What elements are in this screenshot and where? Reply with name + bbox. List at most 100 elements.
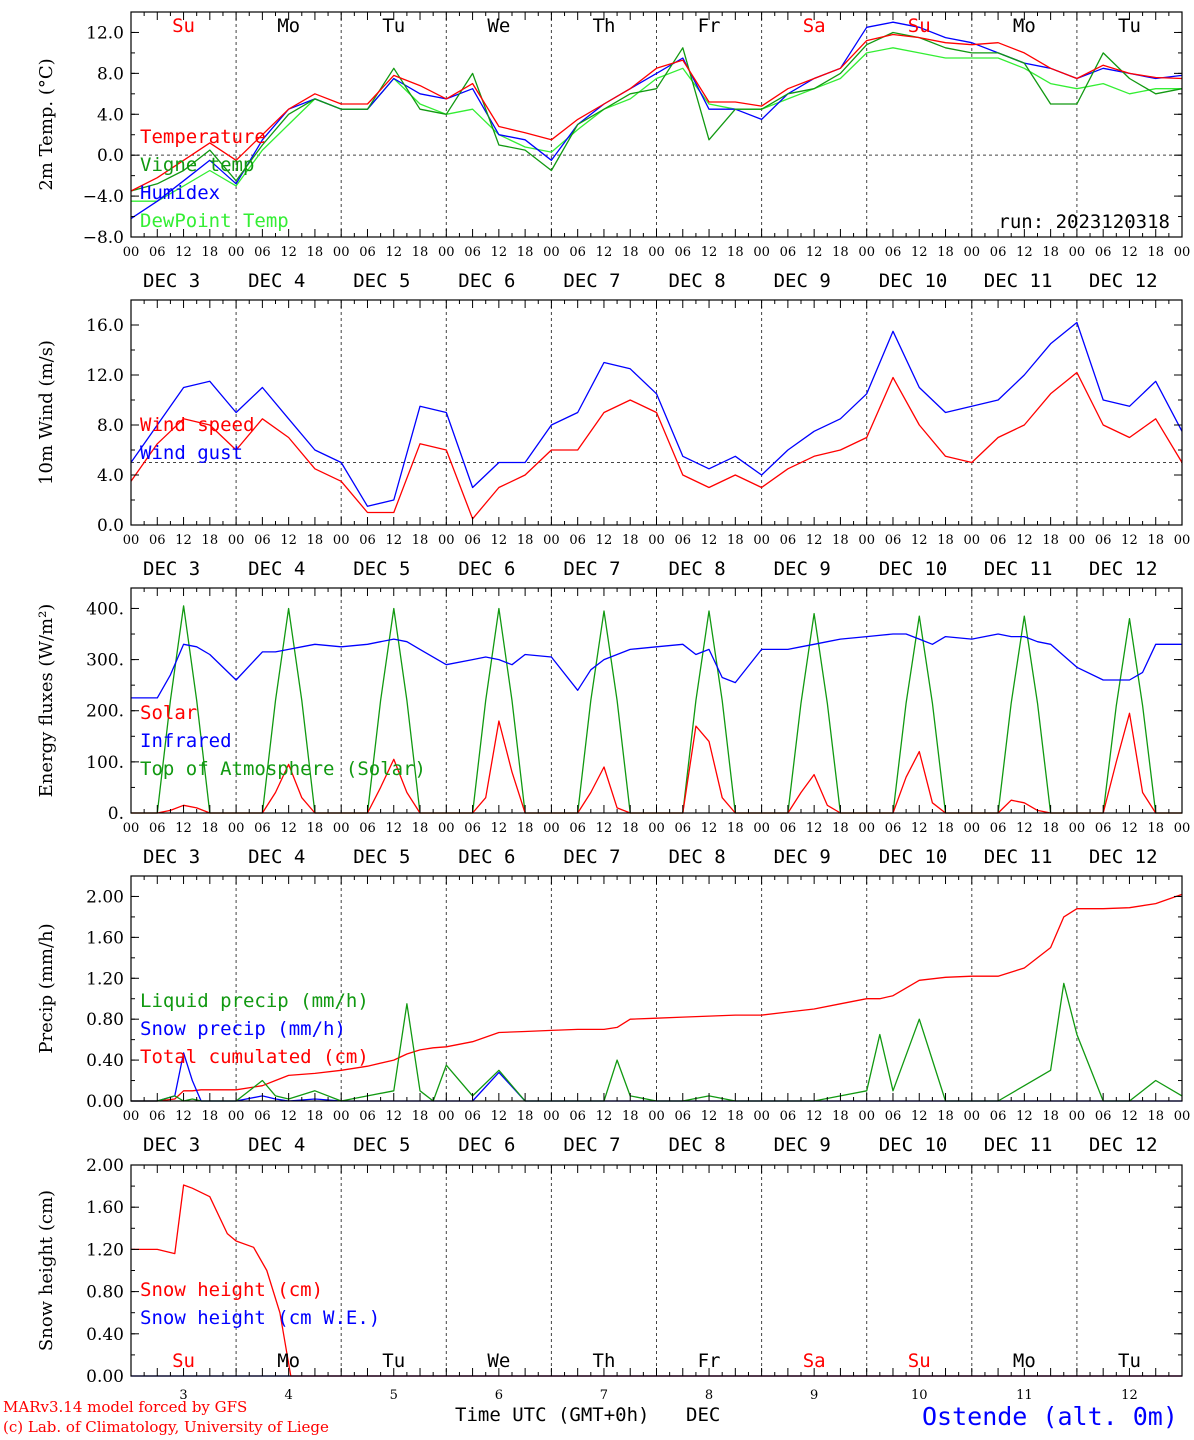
x-date-label: DEC 7 (563, 270, 620, 292)
x-hour-label: 00 (333, 245, 350, 260)
x-hour-label: 12 (596, 1109, 613, 1124)
x-hour-label: 00 (543, 821, 560, 836)
x-hour-label: 12 (280, 245, 297, 260)
x-hour-label: 06 (885, 245, 902, 260)
x-hour-label: 12 (385, 1109, 402, 1124)
x-hour-label: 06 (149, 245, 166, 260)
legend-entry-1: Temperature (140, 126, 266, 148)
x-hour-label: 18 (202, 245, 219, 260)
x-hour-label: 06 (990, 821, 1007, 836)
x-hour-label: 18 (517, 245, 534, 260)
y-tick-label: 12.0 (86, 366, 124, 386)
x-date-label: DEC 3 (143, 558, 200, 580)
weekday-label: Su (908, 1350, 931, 1372)
x-hour-label: 00 (1069, 1109, 1086, 1124)
x-hour-label: 12 (701, 821, 718, 836)
x-hour-label: 12 (175, 821, 192, 836)
x-hour-label: 06 (675, 1109, 692, 1124)
y-tick-label: 0.40 (86, 1051, 124, 1071)
x-hour-label: 00 (858, 821, 875, 836)
x-hour-label: 06 (675, 533, 692, 548)
x-date-label: DEC 5 (353, 270, 410, 292)
x-hour-label: 18 (622, 533, 639, 548)
x-date-label: DEC 3 (143, 846, 200, 868)
x-hour-label: 18 (832, 821, 849, 836)
panel-3: 0. 100. 200. 300. 400. Energy fluxes (W/m²) So… (36, 587, 1190, 868)
x-hour-label: 06 (569, 821, 586, 836)
y-tick-label: 8.0 (97, 64, 124, 84)
x-hour-label: 18 (727, 245, 744, 260)
x-hour-label: 18 (727, 821, 744, 836)
x-date-label: DEC 5 (353, 558, 410, 580)
weekday-label: Mo (277, 1350, 300, 1372)
y-tick-label: 8.0 (97, 416, 124, 436)
x-hour-label: 06 (1095, 533, 1112, 548)
weekday-label: Th (593, 15, 616, 37)
x-hour-label: 18 (307, 1109, 324, 1124)
x-date-label: DEC 11 (984, 270, 1053, 292)
weekday-label: Su (172, 15, 195, 37)
x-hour-label: 12 (806, 533, 823, 548)
x-hour-label: 12 (911, 245, 928, 260)
x-hour-label: 18 (937, 533, 954, 548)
x-hour-label: 12 (911, 533, 928, 548)
legend-entry-4: DewPoint Temp (140, 210, 289, 232)
x-hour-label: 00 (964, 821, 981, 836)
x-hour-label: 00 (543, 533, 560, 548)
legend-entry-2: Infrared (140, 730, 232, 752)
weekday-label: Tu (1118, 15, 1141, 37)
weekday-label: Th (593, 1350, 616, 1372)
x-hour-label: 18 (1042, 821, 1059, 836)
x-day-label: 8 (705, 1388, 713, 1403)
x-date-label: DEC 7 (563, 846, 620, 868)
x-hour-label: 00 (648, 1109, 665, 1124)
panel-4: 0.00 0.40 0.80 1.20 1.60 2.00 Precip (mm/h) Liq… (36, 875, 1190, 1156)
x-hour-label: 00 (753, 533, 770, 548)
x-hour-label: 00 (333, 533, 350, 548)
x-hour-label: 18 (832, 1109, 849, 1124)
x-hour-label: 12 (175, 245, 192, 260)
x-date-label: DEC 5 (353, 846, 410, 868)
x-hour-label: 06 (149, 1109, 166, 1124)
x-hour-label: 00 (438, 533, 455, 548)
series-line-1 (130, 371, 1183, 520)
x-date-label: DEC 11 (984, 846, 1053, 868)
x-date-label: DEC 10 (879, 1134, 948, 1156)
legend-entry-1: Liquid precip (mm/h) (140, 990, 369, 1012)
x-hour-label: 12 (280, 1109, 297, 1124)
x-hour-label: 06 (149, 821, 166, 836)
station-name: Ostende (alt. 0m) (922, 1402, 1178, 1431)
x-hour-label: 12 (1016, 821, 1033, 836)
x-hour-label: 18 (937, 245, 954, 260)
x-date-label: DEC 6 (458, 1134, 515, 1156)
x-date-label: DEC 3 (143, 270, 200, 292)
x-hour-label: 12 (806, 1109, 823, 1124)
x-hour-label: 18 (1042, 245, 1059, 260)
x-date-label: DEC 10 (879, 558, 948, 580)
x-day-label: 9 (810, 1388, 818, 1403)
x-hour-label: 18 (307, 245, 324, 260)
x-date-label: DEC 10 (879, 846, 948, 868)
x-date-label: DEC 11 (984, 558, 1053, 580)
y-axis-title: Snow height (cm) (36, 1190, 57, 1351)
x-hour-label: 06 (569, 533, 586, 548)
x-hour-label: 00 (648, 245, 665, 260)
x-hour-label: 18 (727, 1109, 744, 1124)
x-hour-label: 12 (1016, 245, 1033, 260)
x-date-label: DEC 4 (248, 846, 305, 868)
x-hour-label: 12 (1016, 1109, 1033, 1124)
x-hour-label: 12 (1121, 533, 1138, 548)
y-axis-title: 10m Wind (m/s) (36, 340, 57, 485)
x-hour-label: 00 (1069, 245, 1086, 260)
x-hour-label: 06 (149, 533, 166, 548)
x-hour-label: 06 (990, 245, 1007, 260)
x-hour-label: 00 (438, 245, 455, 260)
x-hour-label: 00 (964, 245, 981, 260)
panel-1: −8.0 −4.0 0.0 4.0 8.0 12.0 2m Temp. (°C) Temper… (36, 11, 1190, 292)
y-tick-label: 2.00 (86, 1156, 124, 1176)
x-date-label: DEC 12 (1089, 846, 1158, 868)
y-tick-label: 16.0 (86, 316, 124, 336)
x-hour-label: 18 (937, 821, 954, 836)
legend-entry-2: Snow precip (mm/h) (140, 1018, 346, 1040)
weekday-label: We (487, 15, 510, 37)
